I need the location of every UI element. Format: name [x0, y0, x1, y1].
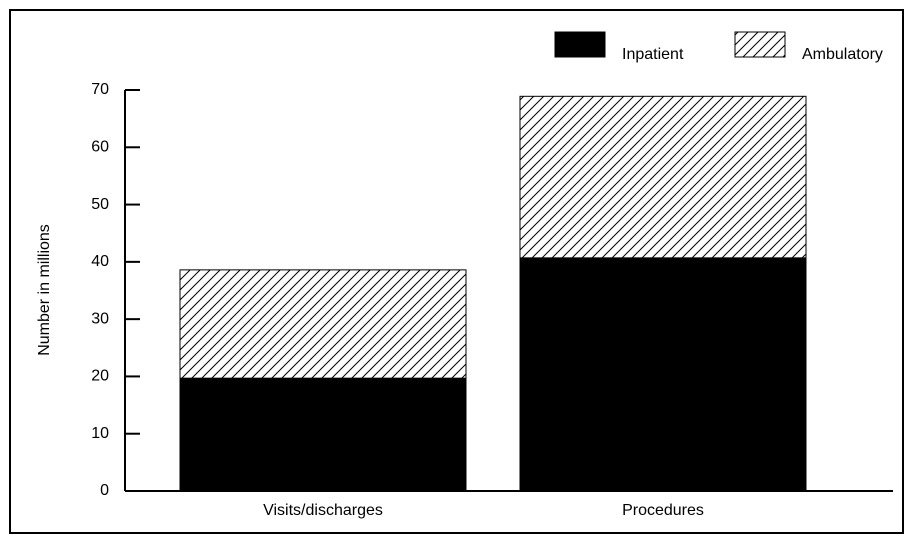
legend-swatch: [734, 31, 786, 58]
y-tick-label: 30: [91, 310, 109, 327]
y-tick-label: 20: [91, 368, 109, 385]
y-tick-label: 70: [91, 81, 109, 98]
y-tick-label: 0: [100, 482, 109, 499]
y-axis-label: Number in millions: [36, 224, 53, 356]
y-tick-label: 10: [91, 425, 109, 442]
bar-segment: [519, 257, 807, 492]
x-tick-label: Procedures: [622, 502, 704, 519]
legend-label: Ambulatory: [802, 46, 883, 63]
y-tick-label: 60: [91, 139, 109, 156]
legend-swatch: [554, 31, 606, 58]
bar-segment: [179, 269, 467, 379]
y-tick-label: 50: [91, 196, 109, 213]
x-tick-label: Visits/discharges: [263, 502, 383, 519]
legend-label: Inpatient: [622, 46, 684, 63]
y-tick-label: 40: [91, 253, 109, 270]
bar-segment: [519, 95, 807, 259]
bar-segment: [179, 377, 467, 492]
